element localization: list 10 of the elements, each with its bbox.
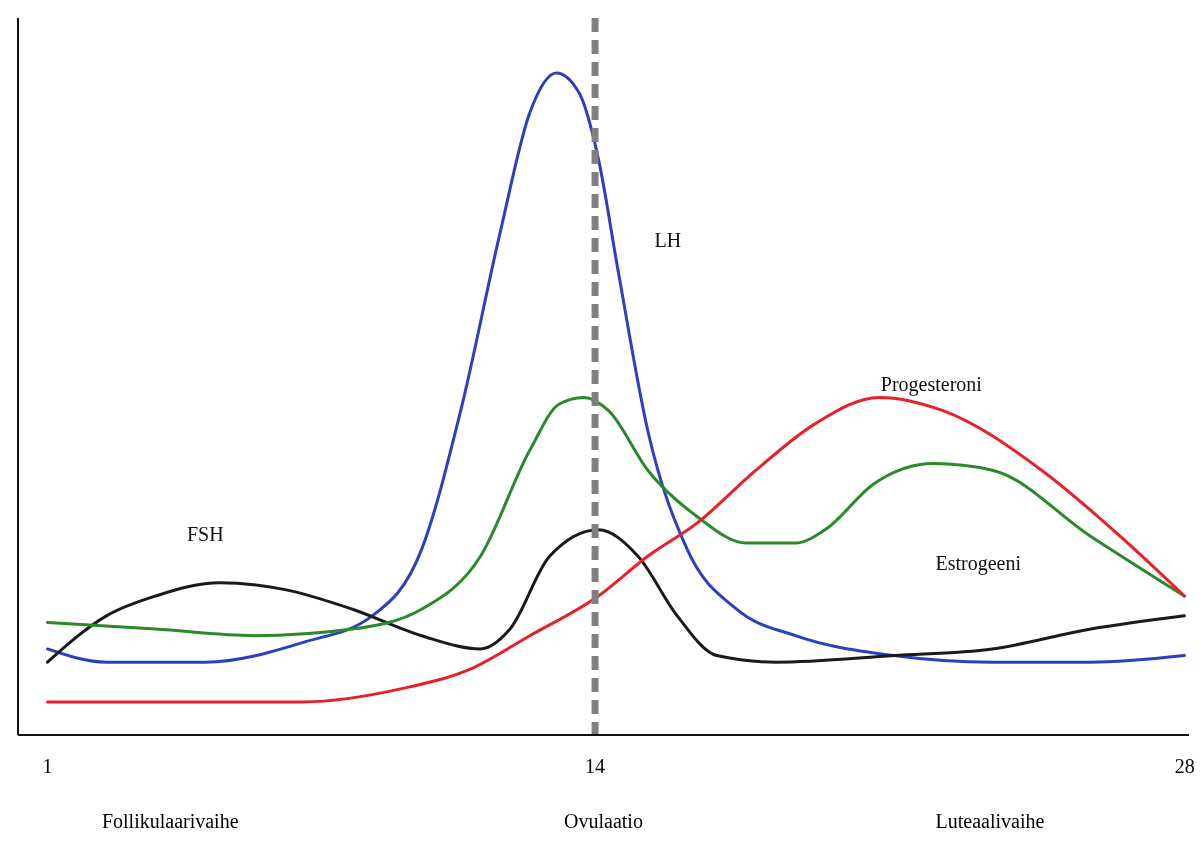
x-tick-label: 28: [1174, 755, 1195, 777]
text: Follikulaarivaihe: [101, 810, 239, 832]
series-label: Progesteroni: [880, 372, 983, 396]
series-label: LH: [654, 229, 682, 252]
text: Estrogeeni: [935, 552, 1022, 576]
text: Ovulaatio: [564, 810, 643, 832]
series-label: FSH: [187, 523, 224, 546]
x-tick-label: 14: [585, 755, 606, 777]
text: Luteaalivaihe: [935, 810, 1045, 832]
x-tick-label: 1: [42, 755, 53, 777]
